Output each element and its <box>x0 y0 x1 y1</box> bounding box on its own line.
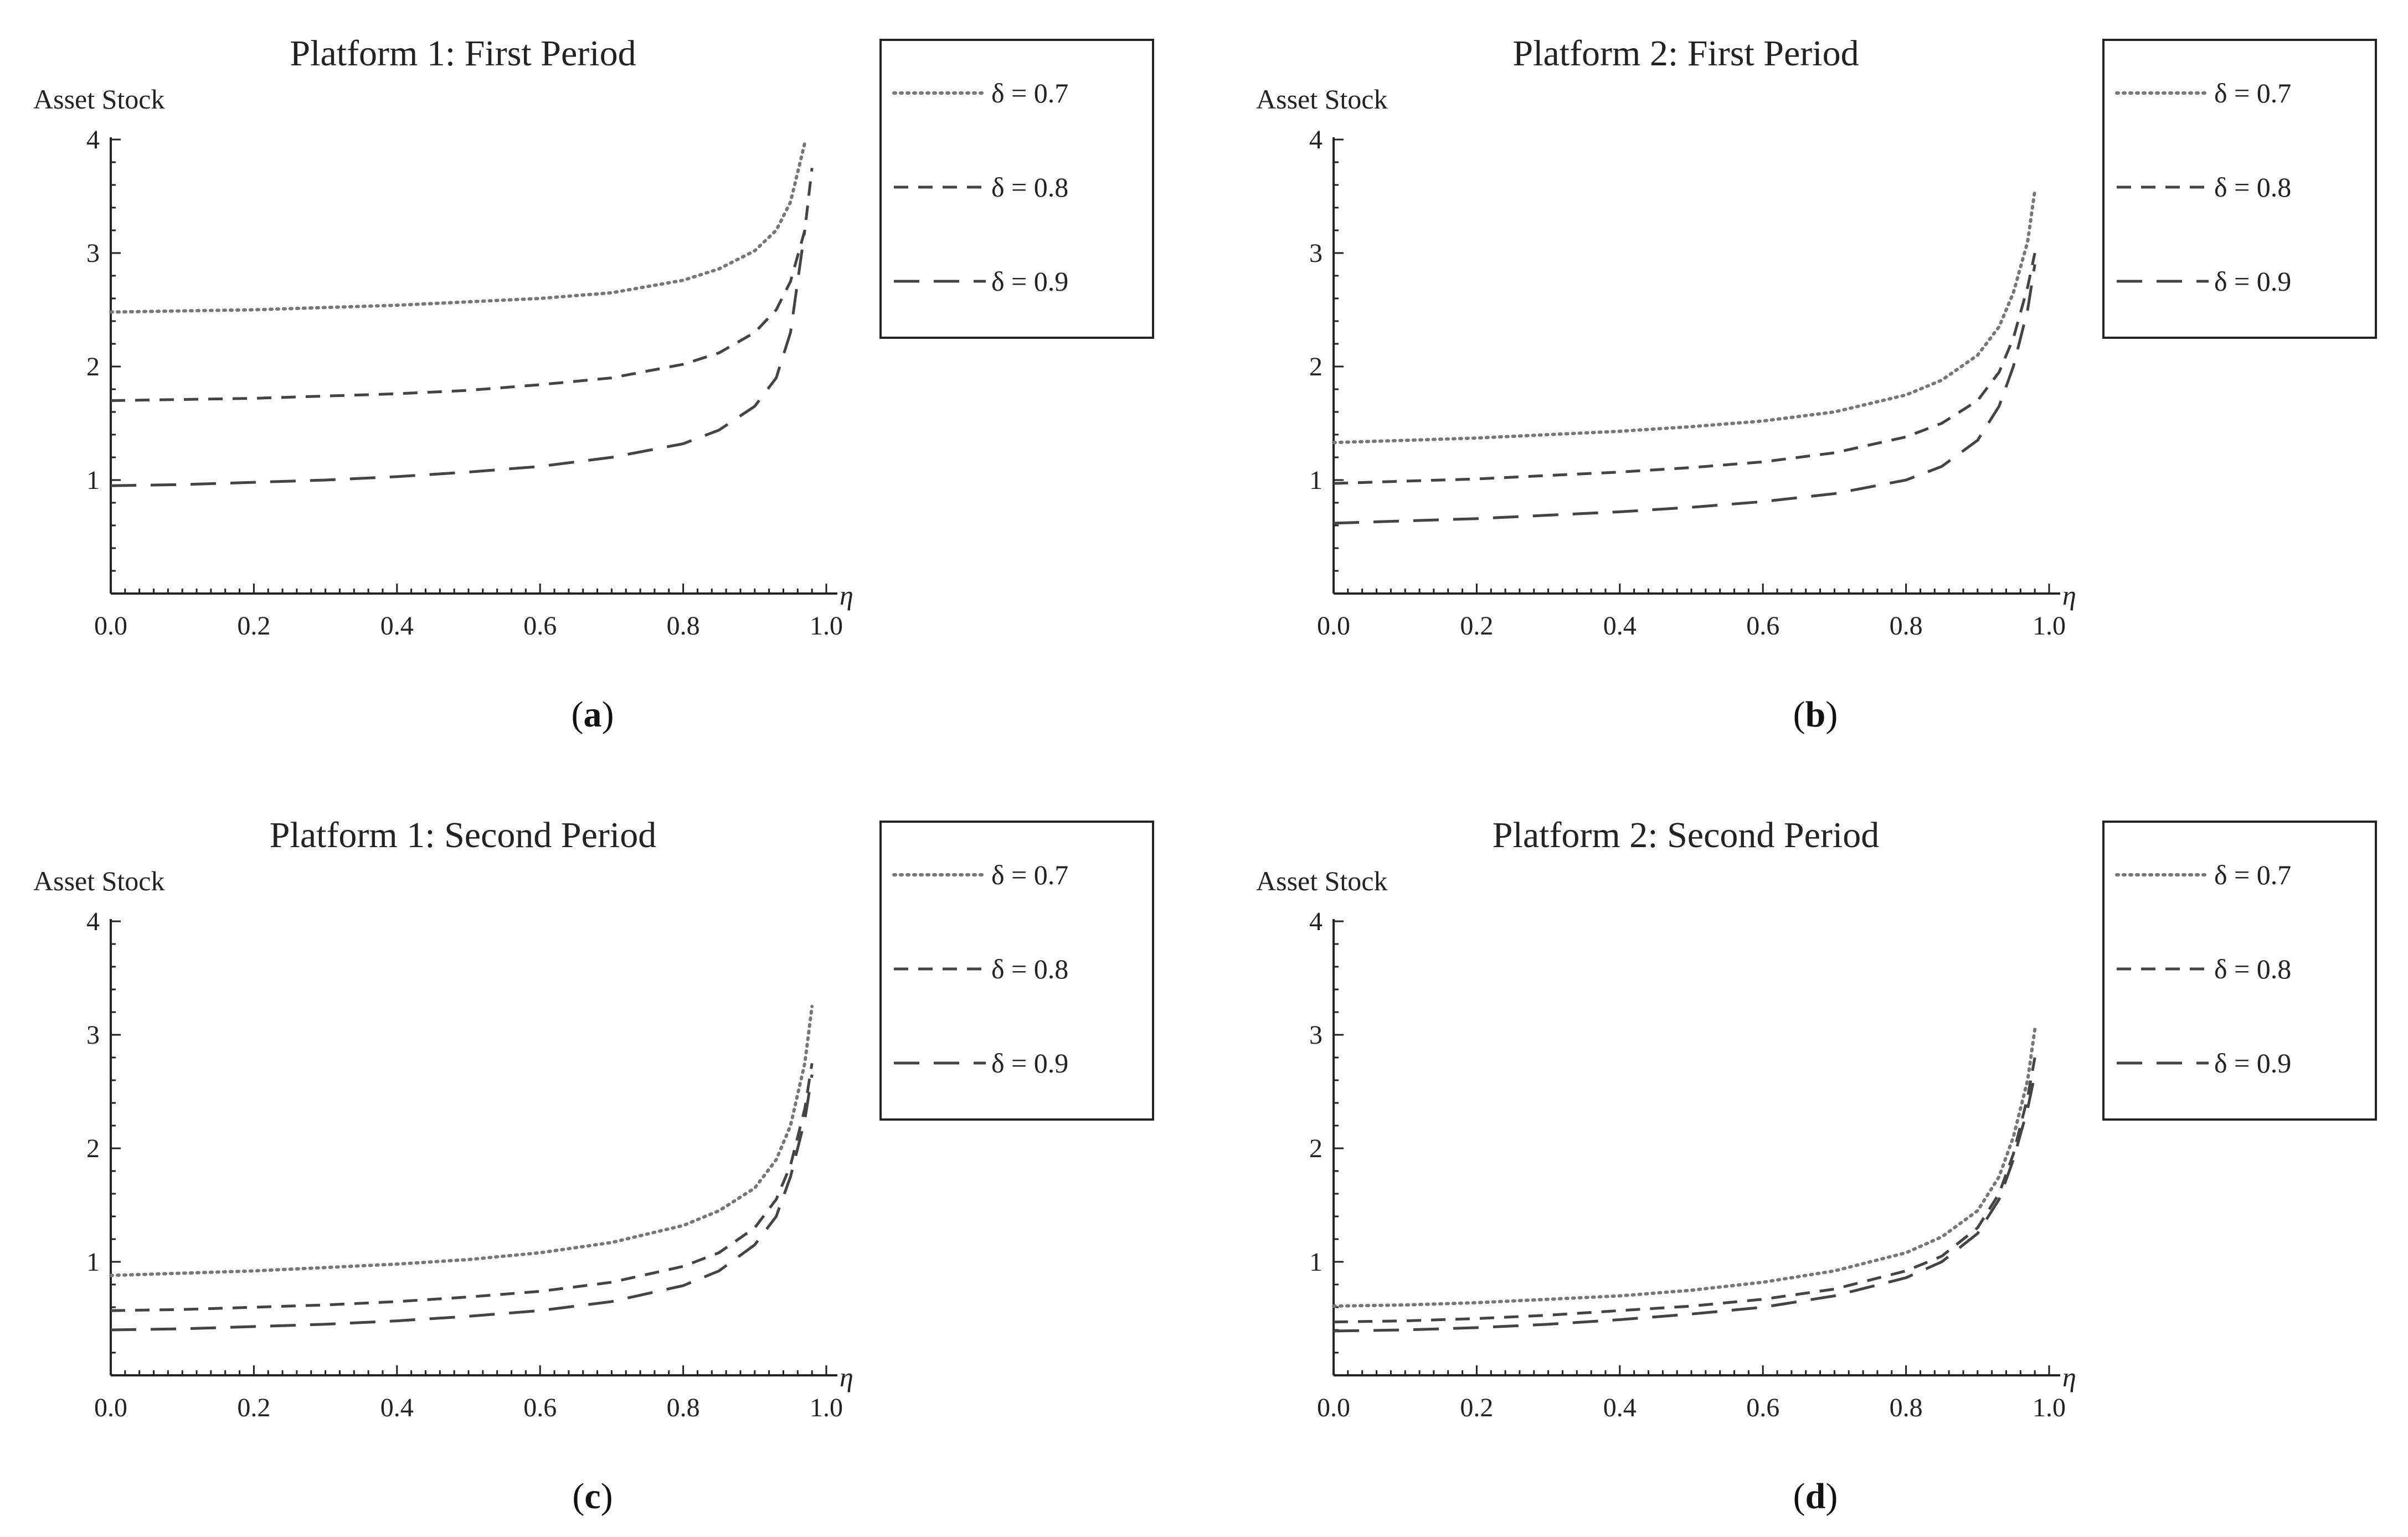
legend-label: δ = 0.9 <box>991 266 1068 297</box>
y-tick-label: 1 <box>86 466 100 495</box>
y-tick-label: 1 <box>1309 466 1323 495</box>
x-tick-label: 0.0 <box>1317 1393 1350 1422</box>
y-tick-label: 2 <box>1309 1134 1323 1163</box>
legend-label: δ = 0.8 <box>991 172 1068 203</box>
x-tick-label: 0.0 <box>94 611 127 641</box>
legend-label: δ = 0.7 <box>2214 78 2291 109</box>
panel-caption: (c) <box>572 1476 613 1517</box>
y-tick-label: 1 <box>86 1247 100 1277</box>
series-line <box>110 1063 814 1312</box>
y-tick-label: 4 <box>1309 907 1323 936</box>
legend: δ = 0.7 δ = 0.8 δ = 0.9 <box>2102 821 2377 1121</box>
legend: δ = 0.7 δ = 0.8 δ = 0.9 <box>2102 39 2377 339</box>
legend-label: δ = 0.7 <box>991 859 1068 890</box>
panel-caption: (d) <box>1793 1476 1838 1517</box>
x-tick-label: 0.4 <box>380 611 414 641</box>
legend-label: δ = 0.9 <box>2214 266 2291 297</box>
x-tick-label: 0.8 <box>1890 611 1923 641</box>
x-tick-label: 1.0 <box>810 611 843 641</box>
x-tick-label: 1.0 <box>2033 1393 2066 1422</box>
legend: δ = 0.7 δ = 0.8 δ = 0.9 <box>879 39 1154 339</box>
x-axis-label: η <box>840 580 853 611</box>
legend-label: δ = 0.8 <box>2214 172 2291 203</box>
x-tick-label: 0.6 <box>1746 611 1779 641</box>
series-line <box>1332 189 2037 445</box>
x-tick-label: 0.8 <box>667 611 700 641</box>
chart-title: Platform 2: Second Period <box>1493 815 1879 855</box>
y-tick-label: 3 <box>86 239 100 268</box>
panel-caption: (a) <box>572 694 614 735</box>
chart-panel: Platform 1: First Period Asset Stock 1 2 3 4 0… <box>33 33 1154 735</box>
x-tick-label: 0.6 <box>523 611 557 641</box>
y-tick-label: 2 <box>86 1134 100 1163</box>
y-tick-label: 4 <box>86 907 100 936</box>
x-tick-label: 0.2 <box>1460 1393 1493 1422</box>
y-tick-label: 2 <box>1309 352 1323 381</box>
x-tick-label: 0.0 <box>94 1393 127 1422</box>
legend-box <box>2102 821 2377 1121</box>
panel-caption: (b) <box>1793 694 1838 735</box>
y-tick-label: 3 <box>1309 239 1323 268</box>
series-line <box>1332 1027 2037 1308</box>
x-tick-label: 0.0 <box>1317 611 1350 641</box>
y-tick-label: 3 <box>86 1020 100 1050</box>
series-line <box>109 141 807 314</box>
chart-panel: Platform 2: Second Period Asset Stock 1 2 3 4… <box>1256 815 2377 1517</box>
x-axis-label: η <box>840 1361 853 1392</box>
x-tick-label: 0.4 <box>380 1393 414 1422</box>
y-tick-label: 1 <box>1309 1247 1323 1277</box>
x-tick-label: 1.0 <box>2033 611 2066 641</box>
x-tick-label: 0.2 <box>237 611 270 641</box>
y-tick-label: 3 <box>1309 1020 1323 1050</box>
y-axis-label: Asset Stock <box>33 865 165 896</box>
series-line <box>109 1004 814 1277</box>
legend-label: δ = 0.9 <box>2214 1048 2291 1079</box>
x-axis-label: η <box>2062 1361 2076 1392</box>
series-line <box>110 1074 814 1332</box>
x-axis-label: η <box>2062 580 2076 611</box>
series-line <box>1333 1057 2036 1324</box>
x-tick-label: 0.6 <box>1746 1393 1779 1422</box>
legend-box <box>2102 39 2377 339</box>
legend-box <box>879 39 1154 339</box>
y-tick-label: 4 <box>1309 125 1323 154</box>
y-axis-label: Asset Stock <box>1256 84 1388 115</box>
series-line <box>1333 1074 2036 1333</box>
legend: δ = 0.7 δ = 0.8 δ = 0.9 <box>879 821 1154 1121</box>
series-line <box>110 168 814 402</box>
legend-label: δ = 0.7 <box>991 78 1068 109</box>
y-axis-label: Asset Stock <box>1256 865 1388 896</box>
x-tick-label: 0.8 <box>667 1393 700 1422</box>
series-line <box>110 230 806 487</box>
x-tick-label: 0.4 <box>1603 611 1637 641</box>
y-tick-label: 2 <box>86 352 100 381</box>
x-tick-label: 1.0 <box>810 1393 843 1422</box>
series-line <box>1333 264 2036 525</box>
chart-title: Platform 1: First Period <box>290 33 636 74</box>
legend-label: δ = 0.8 <box>2214 953 2291 984</box>
x-tick-label: 0.2 <box>237 1393 270 1422</box>
series-line <box>1333 252 2036 485</box>
chart-panel: Platform 1: Second Period Asset Stock 1 2 3 4… <box>33 815 1154 1517</box>
x-tick-label: 0.8 <box>1890 1393 1923 1422</box>
y-tick-label: 4 <box>86 125 100 154</box>
chart-title: Platform 1: Second Period <box>270 815 656 855</box>
chart-panel: Platform 2: First Period Asset Stock 1 2 3 4 0… <box>1256 33 2377 735</box>
chart-title: Platform 2: First Period <box>1512 33 1859 74</box>
legend-label: δ = 0.9 <box>991 1048 1068 1079</box>
legend-box <box>879 821 1154 1121</box>
x-tick-label: 0.4 <box>1603 1393 1637 1422</box>
x-tick-label: 0.6 <box>523 1393 557 1422</box>
legend-label: δ = 0.8 <box>991 953 1068 984</box>
legend-label: δ = 0.7 <box>2214 859 2291 890</box>
x-tick-label: 0.2 <box>1460 611 1493 641</box>
y-axis-label: Asset Stock <box>33 84 165 115</box>
